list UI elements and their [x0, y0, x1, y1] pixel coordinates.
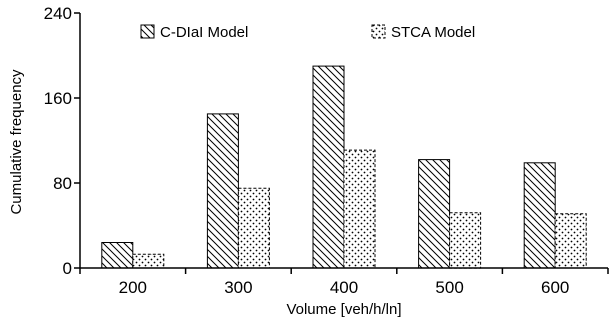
y-axis-title: Cumulative frequency — [8, 69, 25, 215]
bar-series-2-300 — [237, 187, 270, 269]
bar-series-1-600 — [523, 162, 556, 269]
bar-series-1-300 — [206, 113, 239, 269]
bar-series-1-500 — [418, 159, 451, 269]
legend-swatch-series-2 — [371, 24, 386, 39]
x-ticks: 200 300 400 500 600 — [79, 268, 609, 297]
legend-label-series-2: STCA Model — [391, 24, 475, 41]
x-tick-label: 200 — [119, 278, 147, 297]
x-tick-label: 500 — [435, 278, 463, 297]
legend-label-series-1: C-DIaI Model — [160, 24, 248, 41]
bar-series-2-400 — [343, 149, 376, 269]
axes — [79, 13, 608, 269]
y-tick-label: 0 — [63, 259, 72, 278]
legend-swatch-series-1 — [140, 24, 155, 39]
x-axis-title: Volume [veh/h/ln] — [286, 301, 401, 318]
bar-series-2-500 — [449, 212, 482, 269]
bars-group — [101, 65, 587, 269]
y-tick-label: 240 — [44, 4, 72, 23]
x-tick-label: 400 — [330, 278, 358, 297]
bar-series-2-200 — [132, 253, 165, 269]
legend: C-DIaI Model STCA Model — [140, 24, 475, 41]
bar-series-2-600 — [554, 213, 587, 269]
x-tick-label: 600 — [541, 278, 569, 297]
bar-series-1-400 — [312, 65, 345, 269]
x-tick-label: 300 — [224, 278, 252, 297]
y-tick-label: 160 — [44, 89, 72, 108]
y-tick-label: 80 — [53, 174, 72, 193]
bar-series-1-200 — [101, 242, 134, 269]
y-ticks: 0 80 160 240 — [44, 4, 80, 278]
